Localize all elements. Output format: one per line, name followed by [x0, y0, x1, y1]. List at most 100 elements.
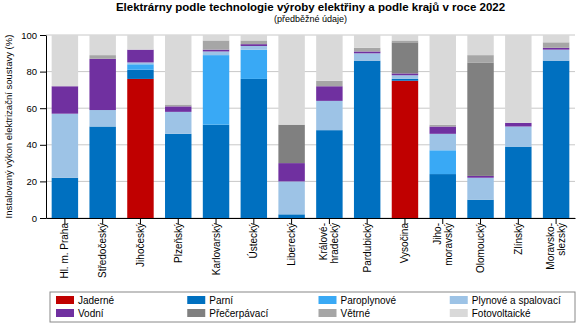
legend-label: Vodní — [78, 308, 104, 319]
bar-segment — [354, 53, 380, 60]
bar-segment — [52, 178, 78, 218]
series — [278, 42, 493, 176]
bar-segment — [203, 51, 229, 55]
bar-segment — [354, 61, 380, 218]
tick-mark — [40, 218, 46, 219]
legend-swatch — [56, 296, 74, 304]
tick: Středočeský — [97, 218, 108, 278]
tick: Pardubický — [362, 218, 373, 272]
tick-label: Liberecký — [286, 223, 297, 266]
bar-segment — [52, 86, 78, 113]
legend-swatch — [450, 309, 468, 317]
bar-segment — [543, 61, 569, 218]
tick-label: Jiho-moravský — [432, 223, 454, 266]
legend-label: Paroplynové — [341, 295, 397, 306]
tick: 60 — [26, 103, 46, 114]
bar-segment — [430, 134, 456, 150]
legend-swatch — [187, 296, 205, 304]
bar-segment — [278, 181, 304, 214]
tick: Králové-hradecký — [318, 218, 340, 264]
bar-segment — [354, 51, 380, 53]
tick: 80 — [26, 66, 46, 77]
plot: 020406080100Hl. m. PrahaStředočeskýJihoč… — [21, 30, 575, 279]
tick-mark — [40, 35, 46, 36]
bar-segment — [241, 44, 267, 46]
bar-segment — [127, 64, 153, 69]
chart: Elektrárny podle technologie výroby elek… — [0, 0, 581, 325]
series — [52, 61, 570, 218]
tick-label: 40 — [26, 139, 37, 150]
tick-label: Zlínský — [513, 223, 524, 255]
series — [52, 46, 570, 214]
grid — [46, 35, 575, 218]
tick-mark — [40, 181, 46, 182]
tick: Liberecký — [286, 218, 297, 266]
tick: Hl. m. Praha — [59, 218, 70, 279]
tick: Plzeňský — [173, 218, 184, 263]
bar-segment — [467, 200, 493, 218]
tick-label: Olomoucký — [475, 223, 486, 273]
bar-segment — [127, 50, 153, 63]
grid-line — [46, 71, 575, 72]
bar-segment — [203, 55, 229, 125]
grid-line — [46, 35, 575, 36]
axis-title: Instalovaný výkon elektrizační soustavy … — [3, 35, 14, 219]
grid-line — [46, 108, 575, 109]
bar-segment — [430, 127, 456, 134]
bar-segment — [241, 46, 267, 50]
bar-segment — [203, 50, 229, 52]
tick-label: 0 — [32, 213, 37, 224]
bar-segment — [505, 127, 531, 147]
bar-segment — [354, 48, 380, 52]
tick-label: Hl. m. Praha — [59, 223, 70, 279]
bar-segment — [165, 112, 191, 134]
bar-segment — [467, 55, 493, 62]
bar-segment — [89, 110, 115, 126]
bar-segment — [127, 79, 153, 218]
bar-segment — [543, 50, 569, 61]
tick-label: Středočeský — [97, 223, 108, 278]
bar-segment — [354, 35, 380, 48]
legend-swatch — [56, 309, 74, 317]
tick: Vysočina — [399, 218, 410, 263]
bar-segment — [127, 70, 153, 79]
legend-label: Přečerpávací — [209, 308, 268, 319]
tick: 0 — [32, 213, 46, 224]
legend-label: Plynové a spalovací — [472, 295, 561, 306]
bar-segment — [392, 40, 418, 42]
bars — [52, 35, 570, 218]
bar-segment — [430, 35, 456, 125]
bar-segment — [392, 81, 418, 218]
bar-segment — [165, 106, 191, 111]
bar-segment — [203, 125, 229, 218]
tick-label: Vysočina — [399, 223, 410, 264]
bar-segment — [392, 42, 418, 73]
bar-segment — [165, 35, 191, 105]
bar-segment — [316, 35, 342, 81]
bar-segment — [165, 105, 191, 107]
tick-mark — [40, 145, 46, 146]
bar-segment — [467, 62, 493, 175]
tick-label: 60 — [26, 103, 37, 114]
bar-segment — [543, 42, 569, 47]
legend-label: Fotovoltaické — [472, 308, 531, 319]
bar-segment — [543, 48, 569, 50]
series — [52, 35, 570, 125]
bar-segment — [392, 35, 418, 40]
tick: Karlovarský — [211, 218, 222, 275]
bar-segment — [430, 150, 456, 174]
legend-swatch — [187, 309, 205, 317]
bar-segment — [505, 147, 531, 218]
tick-label: Moravsko-slezský — [545, 223, 567, 270]
tick-label: Pardubický — [362, 223, 373, 272]
tick-label: 100 — [21, 30, 37, 41]
title: Elektrárny podle technologie výroby elek… — [116, 1, 505, 13]
bar-segment — [505, 123, 531, 127]
subtitle: (předběžné údaje) — [274, 14, 347, 24]
bar-segment — [467, 176, 493, 178]
axis-line — [47, 218, 576, 219]
bar-segment — [127, 35, 153, 50]
legend: JadernéParníParoplynovéPlynové a spalova… — [50, 292, 575, 322]
tick: 100 — [21, 30, 46, 41]
bar-segment — [203, 35, 229, 40]
